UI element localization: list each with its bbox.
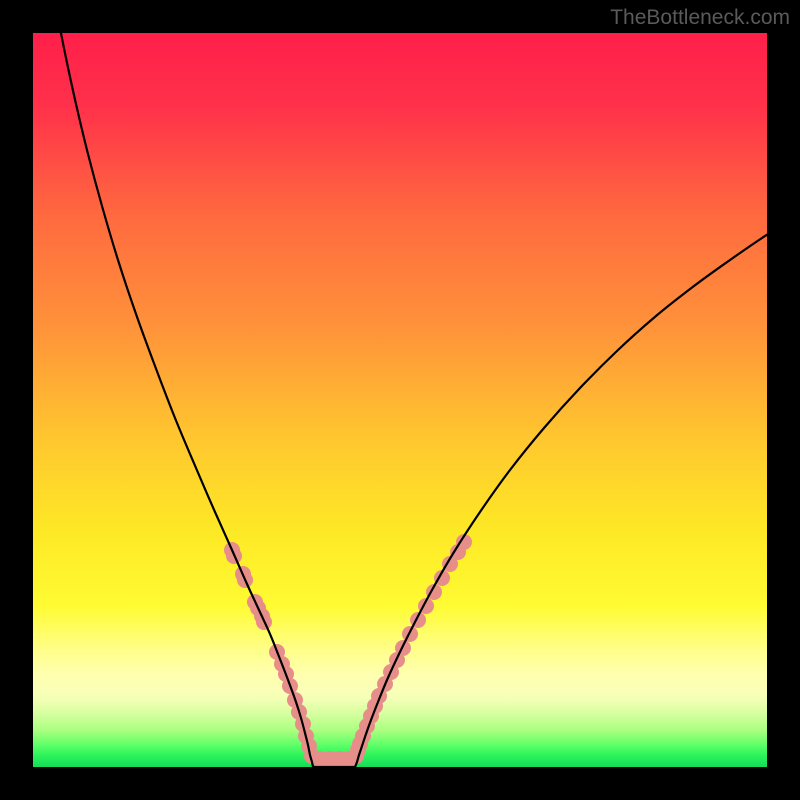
watermark-text: TheBottleneck.com: [610, 6, 790, 30]
chart-svg: [0, 0, 800, 800]
chart-stage: TheBottleneck.com: [0, 0, 800, 800]
